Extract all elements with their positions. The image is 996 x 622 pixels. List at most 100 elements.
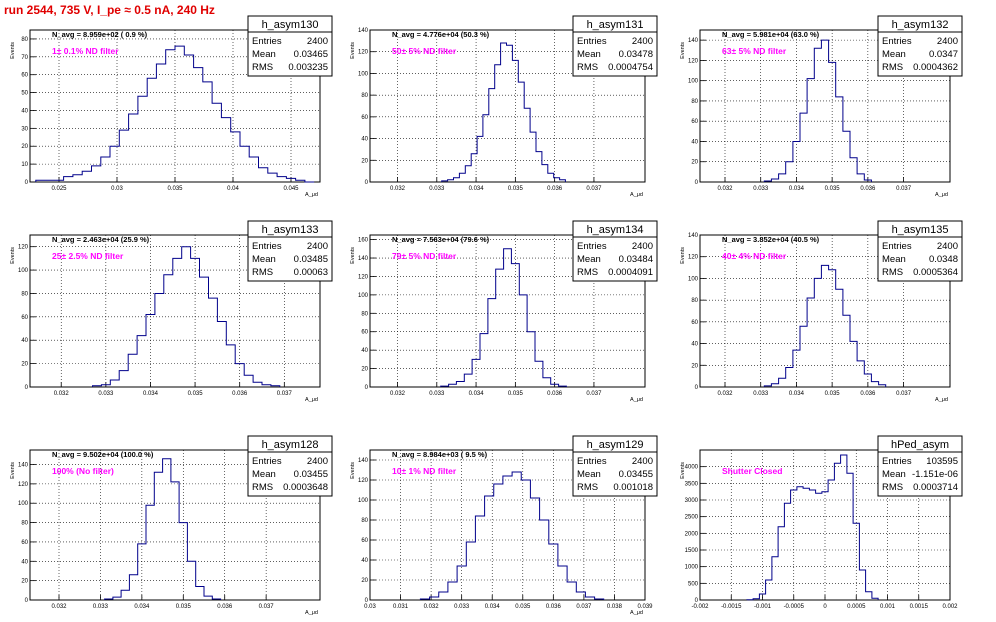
x-tick-label: 0.036 <box>232 391 248 397</box>
x-tick-label: 0.032 <box>390 186 406 192</box>
y-tick-label: 1000 <box>685 565 699 571</box>
stats-value-entries: 2400 <box>632 241 653 252</box>
stats-box-title: h_asym135 <box>892 224 949 236</box>
stats-key: Mean <box>882 254 906 265</box>
stats-value-mean: 0.03455 <box>294 469 328 480</box>
stats-box-title: h_asym128 <box>262 439 319 451</box>
filter-note: 50± 5% ND filter <box>392 46 457 56</box>
y-tick-label: 60 <box>361 115 368 121</box>
histogram-line-h_asym128 <box>104 458 222 600</box>
y-tick-label: 80 <box>361 518 368 524</box>
y-tick-label: 0 <box>365 385 369 391</box>
y-tick-label: 140 <box>18 463 29 469</box>
x-tick-label: 0.0005 <box>847 604 866 610</box>
y-axis-label: Events <box>10 42 16 59</box>
histogram-panel-h_asym132: 0.032 0.033 0.034 0.035 0.036 0.037 0 20 40 60 80 1… <box>680 15 963 198</box>
y-tick-label: 100 <box>358 71 369 77</box>
y-tick-label: 120 <box>358 50 369 56</box>
y-tick-label: 40 <box>21 338 28 344</box>
y-tick-label: 0 <box>25 180 29 186</box>
y-tick-label: 80 <box>361 311 368 317</box>
y-tick-label: 60 <box>361 330 368 336</box>
histogram-panel-hPed_asym: -0.002 -0.0015 -0.001 -0.0005 0 0.0005 0.001 0.… <box>680 435 963 610</box>
stats-key: Entries <box>577 36 607 47</box>
histogram-line-h_asym131 <box>441 42 566 182</box>
stats-key: Mean <box>252 49 276 60</box>
y-tick-label: 1500 <box>685 548 699 554</box>
stats-value-entries: 2400 <box>632 456 653 467</box>
stats-value-rms: 0.003235 <box>288 62 328 73</box>
y-axis-label: Events <box>350 462 356 479</box>
x-tick-label: 0.031 <box>393 604 409 610</box>
stats-value-mean: 0.03455 <box>619 469 653 480</box>
x-axis-label: A_μd <box>935 397 948 403</box>
stats-value-mean: 0.03485 <box>294 254 328 265</box>
stats-value-mean: 0.03484 <box>619 254 653 265</box>
stats-box-frame <box>877 15 963 77</box>
histogram-line-h_asym134 <box>440 248 567 387</box>
y-tick-label: 10 <box>21 162 28 168</box>
y-tick-label: 120 <box>18 245 29 251</box>
stats-key: RMS <box>882 482 903 493</box>
histogram-line-h_asym135 <box>763 264 887 387</box>
n-avg-header: N_avg = 5.981e+04 (63.0 %) <box>722 30 820 39</box>
stats-key: Mean <box>882 49 906 60</box>
y-tick-label: 140 <box>358 256 369 262</box>
x-tick-label: 0.032 <box>54 391 70 397</box>
stats-key: Mean <box>577 469 601 480</box>
stats-box-frame <box>572 220 658 282</box>
stats-value-rms: 0.001018 <box>613 482 653 493</box>
y-tick-label: 20 <box>361 578 368 584</box>
y-tick-label: 120 <box>358 478 369 484</box>
histogram-panel-h_asym134: 0.032 0.033 0.034 0.035 0.036 0.037 0 20 40 60 80 1… <box>350 220 658 403</box>
x-tick-label: 0.033 <box>454 604 470 610</box>
stats-value-entries: 2400 <box>937 241 958 252</box>
histogram-line-h_asym129 <box>419 471 605 600</box>
y-tick-label: 100 <box>688 79 699 85</box>
stats-box-frame <box>572 435 658 497</box>
y-tick-label: 0 <box>695 598 699 604</box>
x-tick-label: 0.035 <box>825 391 841 397</box>
y-tick-label: 120 <box>18 482 29 488</box>
x-tick-label: 0.035 <box>176 604 192 610</box>
stats-value-rms: 0.0004362 <box>913 62 958 73</box>
stats-box: h_asym135 Entries 2400 Mean 0.0348 RMS 0.00053… <box>877 220 963 282</box>
y-tick-label: 30 <box>21 126 28 132</box>
y-tick-label: 160 <box>358 238 369 244</box>
filter-note: 1± 0.1% ND filter <box>52 46 119 56</box>
x-tick-label: 0.033 <box>753 391 769 397</box>
y-tick-label: 100 <box>688 276 699 282</box>
x-tick-label: 0.032 <box>51 604 67 610</box>
x-tick-label: -0.0015 <box>721 604 742 610</box>
y-tick-label: 0 <box>365 180 369 186</box>
y-tick-label: 3000 <box>685 498 699 504</box>
n-avg-header: N_avg = 4.776e+04 (50.3 %) <box>392 30 490 39</box>
stats-key: Entries <box>252 36 282 47</box>
x-tick-label: 0.038 <box>607 604 623 610</box>
x-axis-label: A_μd <box>630 192 643 198</box>
y-tick-label: 20 <box>361 158 368 164</box>
stats-key: RMS <box>882 267 903 278</box>
y-tick-label: 140 <box>688 38 699 44</box>
y-tick-label: 120 <box>688 58 699 64</box>
stats-box: h_asym131 Entries 2400 Mean 0.03478 RMS 0.0004… <box>572 15 658 77</box>
y-tick-label: 60 <box>691 119 698 125</box>
x-tick-label: 0.036 <box>860 186 876 192</box>
x-tick-label: -0.001 <box>754 604 772 610</box>
x-tick-label: 0.037 <box>259 604 275 610</box>
histogram-panel-h_asym129: 0.03 0.031 0.032 0.033 0.034 0.035 0.036 0.037 0… <box>350 435 658 616</box>
stats-value-mean: 0.0348 <box>929 254 958 265</box>
x-tick-label: 0.037 <box>586 186 602 192</box>
y-tick-label: 0 <box>25 385 29 391</box>
y-tick-label: 80 <box>21 521 28 527</box>
stats-box-frame <box>247 15 333 77</box>
x-tick-label: 0.04 <box>227 186 239 192</box>
y-tick-label: 120 <box>358 274 369 280</box>
x-tick-label: 0.045 <box>283 186 299 192</box>
histogram-line-h_asym132 <box>763 39 872 182</box>
stats-box: h_asym132 Entries 2400 Mean 0.0347 RMS 0.00043… <box>877 15 963 77</box>
stats-box: h_asym134 Entries 2400 Mean 0.03484 RMS 0.0004… <box>572 220 658 282</box>
y-tick-label: 20 <box>361 367 368 373</box>
stats-key: Entries <box>252 241 282 252</box>
